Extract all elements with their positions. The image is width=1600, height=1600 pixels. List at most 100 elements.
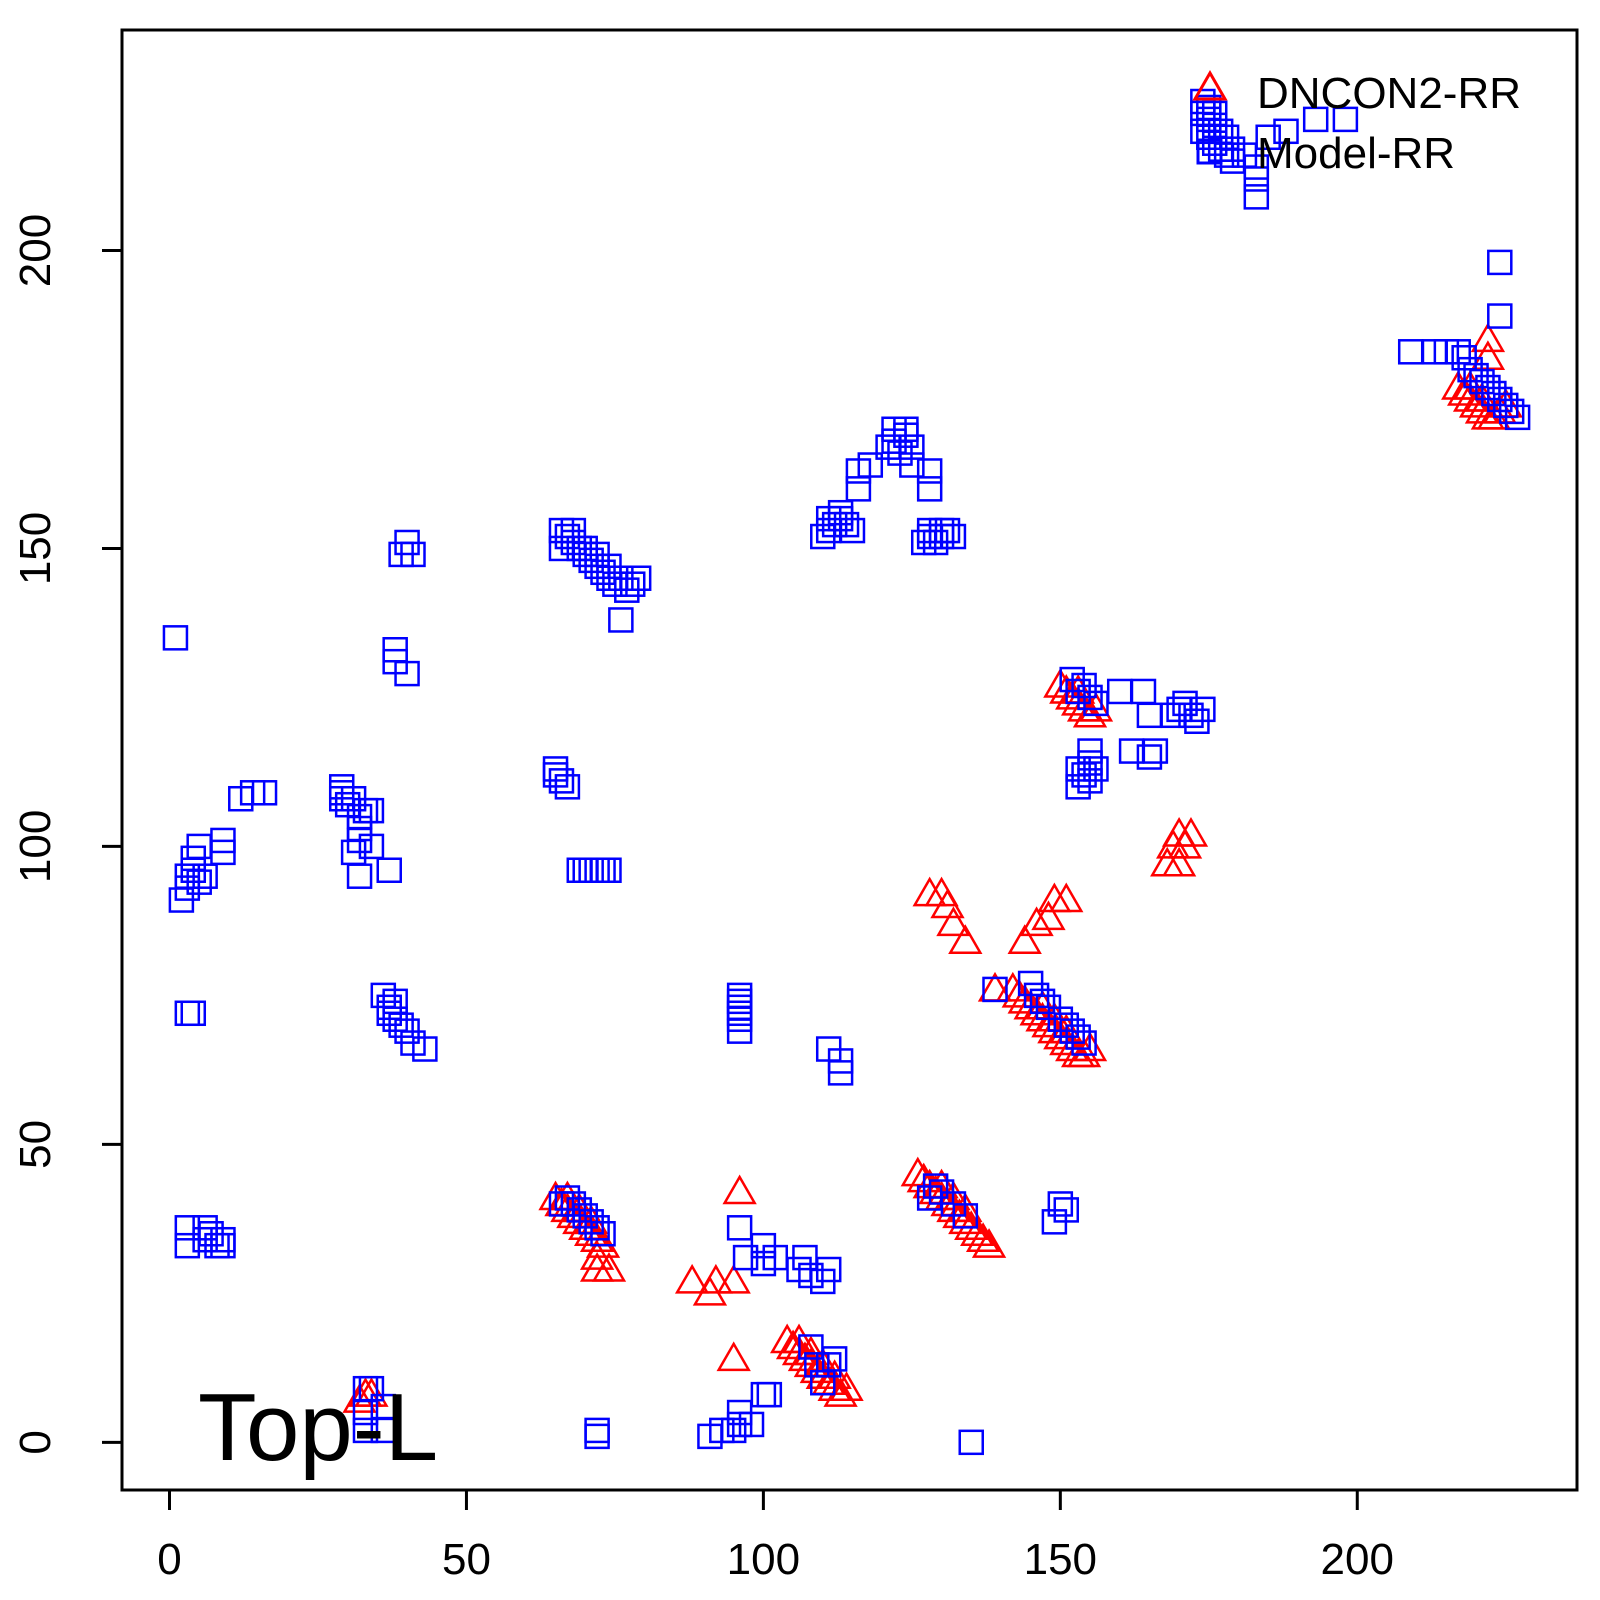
point-triangle <box>1066 1037 1102 1068</box>
point-square <box>192 863 218 889</box>
point-square <box>554 774 581 800</box>
point-square <box>251 780 278 806</box>
point-square <box>376 857 402 883</box>
data-points <box>162 88 1531 1456</box>
point-square <box>370 982 397 1009</box>
point-square <box>1077 738 1103 764</box>
point-square <box>352 1417 379 1444</box>
y-tick-label: 200 <box>11 214 60 287</box>
point-triangle <box>1161 846 1197 877</box>
point-square <box>578 1209 604 1235</box>
point-square <box>1083 690 1109 717</box>
point-square <box>1190 696 1216 723</box>
series-0 <box>342 322 1523 1413</box>
point-square <box>625 565 652 591</box>
point-square <box>1083 756 1109 782</box>
point-triangle <box>674 1263 710 1294</box>
point-triangle <box>722 1174 757 1205</box>
point-triangle <box>954 1210 989 1241</box>
point-square <box>1136 744 1163 770</box>
point-square <box>352 1375 379 1402</box>
point-square <box>815 1256 842 1283</box>
point-square <box>798 1334 824 1360</box>
legend-label-model-rr: Model-RR <box>1257 129 1455 178</box>
x-axis: 0 50 100 150 200 <box>157 1488 1394 1584</box>
point-square <box>845 476 872 502</box>
point-square <box>1059 666 1085 693</box>
point-square <box>982 976 1008 1003</box>
x-tick-label: 150 <box>1024 1535 1097 1584</box>
point-square <box>958 1429 984 1456</box>
point-triangle <box>1072 697 1108 728</box>
point-triangle <box>716 1263 751 1294</box>
point-square <box>1196 94 1222 121</box>
point-square <box>1136 702 1163 729</box>
point-square <box>596 857 622 883</box>
y-tick-label: 0 <box>11 1430 60 1454</box>
point-square <box>596 553 622 580</box>
point-triangle <box>1019 995 1054 1026</box>
point-square <box>1130 678 1157 705</box>
point-square <box>750 1381 777 1408</box>
point-triangle <box>948 924 983 955</box>
point-square <box>1498 398 1525 425</box>
point-square <box>815 1352 842 1378</box>
point-square <box>1302 106 1329 133</box>
point-square <box>827 1060 854 1086</box>
x-tick-label: 200 <box>1321 1535 1394 1584</box>
point-square <box>916 476 943 502</box>
point-square <box>584 1417 610 1444</box>
point-square <box>726 1399 753 1426</box>
point-square <box>1504 404 1531 431</box>
point-square <box>899 452 925 478</box>
point-square <box>726 982 753 1009</box>
point-square <box>174 1232 201 1259</box>
legend-square-marker <box>1196 138 1223 165</box>
point-square <box>382 637 408 663</box>
point-square <box>1273 118 1299 145</box>
point-square <box>210 827 236 854</box>
point-triangle <box>900 1156 935 1187</box>
legend-item-dncon2-rr: DNCON2-RR <box>1192 69 1521 118</box>
legend-label-dncon2-rr: DNCON2-RR <box>1257 69 1521 118</box>
y-tick-label: 150 <box>11 512 60 585</box>
point-square <box>412 1036 438 1062</box>
point-triangle <box>960 1216 995 1247</box>
point-square <box>899 434 925 460</box>
point-triangle <box>342 1383 377 1413</box>
y-tick-label: 50 <box>11 1120 60 1169</box>
point-square <box>1071 1030 1097 1056</box>
point-triangle <box>1470 322 1506 353</box>
point-triangle <box>1031 900 1066 931</box>
point-square <box>162 625 189 651</box>
x-tick-label: 50 <box>442 1535 491 1584</box>
point-square <box>346 863 373 889</box>
x-tick-label: 100 <box>727 1535 800 1584</box>
legend-triangle-marker <box>1192 69 1228 101</box>
series-1 <box>162 88 1531 1456</box>
point-triangle <box>971 1228 1007 1258</box>
point-square <box>1106 678 1133 705</box>
y-axis: 0 50 100 150 200 <box>11 214 124 1455</box>
point-triangle <box>579 1222 615 1252</box>
y-tick-label: 100 <box>11 810 60 883</box>
point-square <box>916 458 943 484</box>
point-square <box>893 416 919 443</box>
point-square <box>1047 1191 1074 1217</box>
point-square <box>1053 1197 1080 1223</box>
point-triangle <box>1078 691 1114 722</box>
point-square <box>827 499 854 526</box>
point-triangle <box>936 906 971 937</box>
point-square <box>1029 988 1056 1015</box>
point-triangle <box>1049 882 1084 913</box>
point-triangle <box>948 1192 983 1223</box>
point-square <box>180 1000 207 1027</box>
point-square <box>1077 684 1103 711</box>
point-square <box>1118 738 1145 764</box>
point-square <box>1065 1024 1091 1050</box>
legend: DNCON2-RR Model-RR <box>1192 69 1521 178</box>
point-triangle <box>1161 816 1197 847</box>
point-triangle <box>1019 906 1054 937</box>
point-square <box>1201 100 1228 127</box>
